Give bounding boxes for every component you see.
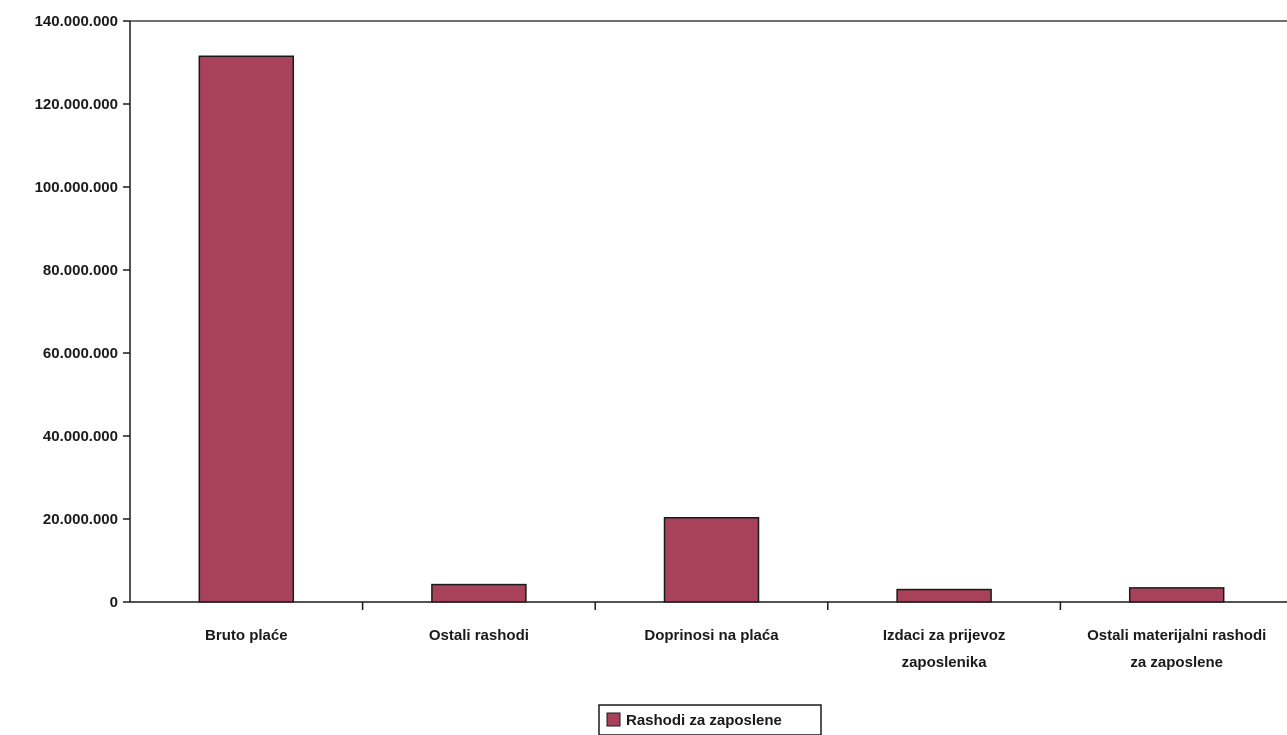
y-tick-label: 140.000.000 bbox=[35, 13, 118, 30]
category-label: Ostali materijalni rashodi za zaposlene bbox=[1087, 627, 1266, 671]
bar bbox=[431, 583, 527, 603]
y-tick-label: 120.000.000 bbox=[35, 96, 118, 113]
legend-swatch bbox=[606, 712, 621, 727]
y-tick-label: 80.000.000 bbox=[43, 262, 118, 279]
category-label: Doprinosi na plaća bbox=[644, 627, 779, 644]
category-label: Bruto plaće bbox=[205, 627, 288, 644]
bars bbox=[198, 55, 1225, 603]
y-tick-label: 0 bbox=[110, 594, 118, 611]
category-label: Ostali rashodi bbox=[429, 627, 529, 644]
bar bbox=[896, 588, 992, 603]
legend-label: Rashodi za zaposlene bbox=[626, 712, 782, 729]
y-axis: 0 20.000.000 40.000.000 60.000.000 80.000.00… bbox=[35, 13, 1287, 611]
bar bbox=[1128, 587, 1225, 603]
bar bbox=[198, 55, 295, 603]
x-axis bbox=[130, 601, 1287, 610]
category-label: Izdaci za prijevoz zaposlenika bbox=[883, 627, 1006, 671]
legend: Rashodi za zaposlene bbox=[598, 704, 822, 735]
y-tick-label: 40.000.000 bbox=[43, 428, 118, 445]
y-tick-label: 100.000.000 bbox=[35, 179, 118, 196]
y-tick-label: 20.000.000 bbox=[43, 511, 118, 528]
bar bbox=[663, 517, 760, 603]
category-labels: Bruto plaće Ostali rashodi Doprinosi na pl… bbox=[205, 627, 1266, 671]
legend-box bbox=[598, 704, 822, 735]
y-tick-label: 60.000.000 bbox=[43, 345, 118, 362]
